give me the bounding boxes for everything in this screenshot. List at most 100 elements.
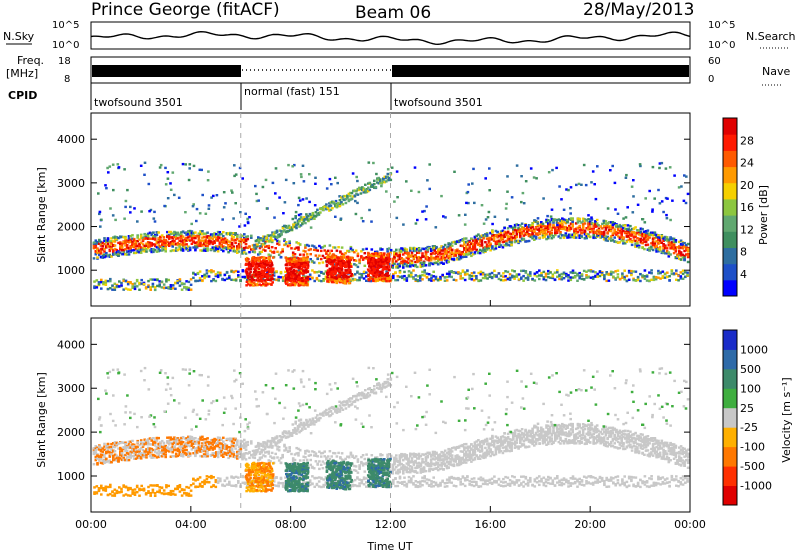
- power-cell: [204, 238, 208, 242]
- power-cell: [181, 162, 185, 166]
- power-cell: [269, 275, 272, 278]
- power-cell: [124, 205, 127, 209]
- power-cell: [395, 260, 398, 263]
- power-cell: [616, 232, 620, 235]
- power-cell: [359, 192, 363, 195]
- power-cell: [244, 246, 248, 249]
- power-cell: [506, 238, 510, 242]
- power-cell: [627, 235, 630, 238]
- power-cell: [575, 183, 578, 187]
- power-cell: [569, 278, 573, 282]
- power-cell: [491, 234, 494, 238]
- power-cell: [194, 246, 197, 250]
- power-cell: [382, 264, 386, 267]
- power-cell: [159, 245, 162, 248]
- power-cell: [609, 239, 613, 242]
- power-cell: [314, 248, 318, 252]
- power-cell: [112, 249, 115, 252]
- power-cell: [658, 166, 661, 170]
- power-cell: [674, 239, 678, 242]
- power-cell: [246, 235, 250, 238]
- power-cell: [183, 237, 187, 240]
- power-cell: [258, 283, 261, 286]
- power-cell: [538, 224, 541, 227]
- power-cell: [463, 247, 466, 250]
- power-cell: [524, 223, 527, 227]
- power-cell: [613, 229, 616, 233]
- power-cell: [301, 279, 304, 283]
- power-cell: [531, 235, 534, 238]
- power-cell: [367, 270, 371, 273]
- power-cell: [616, 212, 620, 215]
- power-cell: [230, 241, 234, 245]
- power-cell: [613, 222, 616, 226]
- power-cell: [468, 251, 471, 255]
- power-cell: [634, 270, 638, 273]
- power-cell: [623, 227, 627, 230]
- power-cell: [113, 236, 117, 239]
- power-cell: [340, 255, 343, 258]
- power-cell: [111, 214, 115, 217]
- power-cell: [133, 207, 136, 210]
- power-cell: [467, 183, 470, 186]
- power-cell: [625, 228, 629, 231]
- power-cell: [510, 236, 513, 239]
- power-cell: [661, 275, 665, 278]
- power-cell: [181, 244, 185, 247]
- power-cell: [147, 182, 151, 186]
- power-cell: [632, 236, 636, 239]
- power-cell: [340, 271, 344, 274]
- power-cell: [169, 232, 173, 236]
- power-cell: [596, 272, 599, 276]
- power-cell: [314, 182, 317, 185]
- power-cell: [426, 257, 429, 260]
- power-cell: [615, 233, 618, 236]
- power-cell: [519, 228, 522, 231]
- power-cell: [347, 259, 351, 262]
- power-cell: [475, 240, 478, 243]
- power-cell: [527, 233, 531, 236]
- power-cell: [510, 196, 514, 199]
- power-cell: [136, 234, 139, 237]
- power-cell: [515, 233, 519, 236]
- power-cell: [184, 211, 187, 214]
- power-cell: [283, 201, 287, 204]
- power-cell: [119, 236, 122, 239]
- power-cell: [562, 271, 566, 274]
- power-cell: [658, 245, 662, 249]
- power-cell: [294, 210, 298, 214]
- power-cell: [365, 247, 368, 251]
- power-cell: [405, 256, 409, 260]
- power-cell: [376, 269, 379, 272]
- power-cell: [435, 245, 438, 249]
- power-cell: [674, 250, 678, 253]
- power-cell: [271, 239, 274, 242]
- power-cell: [304, 268, 308, 272]
- power-cell: [98, 210, 102, 214]
- power-cell: [400, 250, 403, 253]
- power-cell: [557, 235, 561, 238]
- power-cell: [180, 231, 183, 234]
- power-cell: [576, 226, 580, 229]
- power-cell: [245, 262, 248, 266]
- power-cell: [438, 247, 442, 251]
- power-cell: [559, 236, 562, 240]
- power-cell: [176, 233, 180, 236]
- power-cell: [608, 221, 611, 224]
- power-cell: [407, 275, 411, 278]
- power-cell: [580, 235, 583, 238]
- power-cell: [215, 233, 218, 236]
- power-cell: [365, 256, 368, 259]
- nsearch-label: N.Search: [746, 30, 796, 43]
- power-cell: [315, 271, 319, 274]
- power-cell: [482, 248, 485, 251]
- power-cell: [625, 229, 629, 232]
- power-cell: [671, 199, 674, 202]
- power-cell: [445, 246, 449, 249]
- power-cell: [668, 279, 671, 282]
- power-cell: [94, 250, 98, 253]
- power-cell: [290, 266, 294, 269]
- power-cell: [380, 184, 383, 188]
- power-cell: [258, 250, 262, 254]
- power-cell: [464, 250, 468, 253]
